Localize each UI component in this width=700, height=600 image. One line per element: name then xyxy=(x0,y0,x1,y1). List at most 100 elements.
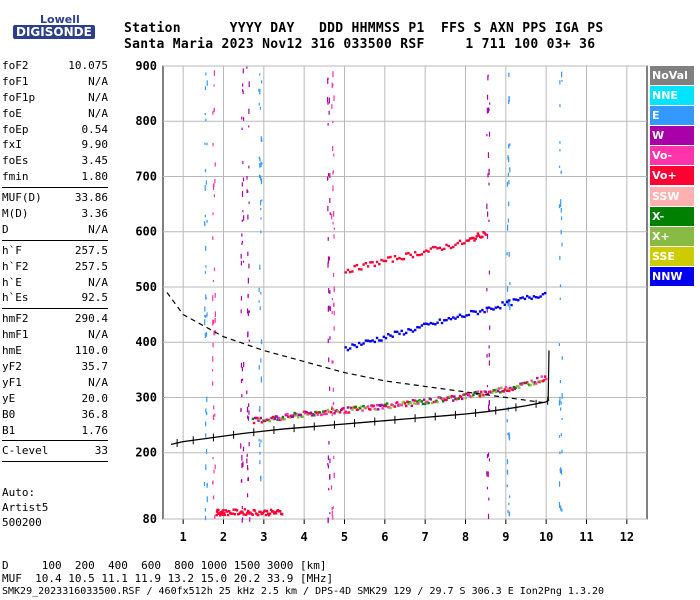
data-point xyxy=(381,407,384,410)
data-point xyxy=(362,342,365,345)
noise-mark xyxy=(332,185,334,192)
data-point xyxy=(245,512,249,515)
noise-mark xyxy=(213,70,216,73)
noise-mark xyxy=(333,153,335,157)
data-point xyxy=(369,340,372,343)
noise-mark xyxy=(560,170,562,174)
data-point xyxy=(266,512,270,515)
noise-mark xyxy=(214,178,216,183)
data-point xyxy=(343,411,346,415)
noise-mark xyxy=(213,469,215,474)
data-point xyxy=(219,514,222,517)
data-point xyxy=(474,390,477,394)
noise-mark xyxy=(259,157,261,162)
legend-item-e: E xyxy=(650,106,694,126)
noise-mark xyxy=(327,256,330,262)
data-point xyxy=(499,391,502,394)
data-point xyxy=(403,402,407,405)
data-point xyxy=(405,252,408,255)
noise-mark xyxy=(506,459,509,465)
data-point xyxy=(458,313,462,317)
data-point xyxy=(467,393,471,396)
data-point xyxy=(429,398,433,401)
data-point xyxy=(411,330,415,333)
noise-mark xyxy=(507,432,509,436)
noise-mark xyxy=(331,213,333,220)
noise-mark xyxy=(206,482,208,486)
noise-mark xyxy=(558,400,561,406)
noise-mark xyxy=(333,95,335,101)
data-point xyxy=(427,401,430,405)
noise-mark xyxy=(242,260,245,263)
data-point xyxy=(534,382,538,385)
data-point xyxy=(296,413,299,416)
noise-mark xyxy=(241,505,243,509)
data-point xyxy=(429,247,433,250)
data-point xyxy=(449,317,453,321)
noise-mark xyxy=(213,267,216,272)
noise-mark xyxy=(507,172,509,177)
data-point xyxy=(362,263,365,266)
noise-mark xyxy=(259,306,261,310)
noise-mark xyxy=(331,298,333,301)
data-point xyxy=(259,416,262,420)
data-point xyxy=(280,513,284,516)
legend: NoVal NNE E W Vo- Vo+ SSW X- X+ SSE NNW xyxy=(650,66,694,287)
data-point xyxy=(467,239,471,242)
noise-mark xyxy=(247,293,249,299)
data-point xyxy=(333,412,336,415)
noise-mark xyxy=(241,83,244,87)
data-point xyxy=(447,317,450,320)
noise-mark xyxy=(327,176,329,180)
noise-mark xyxy=(487,173,489,178)
noise-mark xyxy=(487,513,490,520)
data-point xyxy=(434,323,437,326)
data-point xyxy=(416,400,419,403)
noise-mark xyxy=(247,415,249,419)
noise-mark xyxy=(488,108,490,111)
noise-mark xyxy=(204,332,206,339)
data-point xyxy=(294,414,297,417)
data-point xyxy=(450,394,454,398)
data-point xyxy=(252,421,256,425)
legend-item-w: W xyxy=(650,126,694,146)
noise-mark xyxy=(206,496,208,503)
noise-mark xyxy=(487,75,489,81)
noise-mark xyxy=(240,261,242,266)
noise-mark xyxy=(328,110,330,115)
data-point xyxy=(410,404,414,407)
data-point xyxy=(402,333,406,336)
data-point xyxy=(513,387,517,391)
noise-mark xyxy=(214,162,216,167)
noise-mark xyxy=(242,68,244,74)
data-point xyxy=(456,315,459,319)
data-point xyxy=(372,404,375,407)
noise-mark xyxy=(488,168,490,172)
noise-mark xyxy=(488,182,490,186)
noise-mark xyxy=(214,413,216,417)
noise-mark xyxy=(213,107,215,112)
param-row: yF1 N/A xyxy=(2,375,108,389)
data-point xyxy=(247,509,250,513)
noise-mark xyxy=(487,107,489,113)
noise-mark xyxy=(258,88,260,92)
noise-mark xyxy=(242,517,244,520)
data-point xyxy=(292,414,295,417)
noise-mark xyxy=(559,451,561,455)
true-height-profile xyxy=(170,399,550,446)
data-point xyxy=(222,509,225,512)
data-point xyxy=(389,406,392,410)
data-point xyxy=(487,306,491,309)
data-point xyxy=(387,333,390,336)
noise-mark xyxy=(332,83,334,87)
noise-mark xyxy=(332,171,334,175)
noise-mark xyxy=(213,495,215,500)
noise-mark xyxy=(206,80,208,86)
data-point xyxy=(376,408,380,411)
noise-mark xyxy=(333,227,335,230)
data-point xyxy=(384,336,388,340)
data-point xyxy=(346,406,350,409)
data-point xyxy=(375,260,379,264)
noise-mark xyxy=(326,96,329,103)
